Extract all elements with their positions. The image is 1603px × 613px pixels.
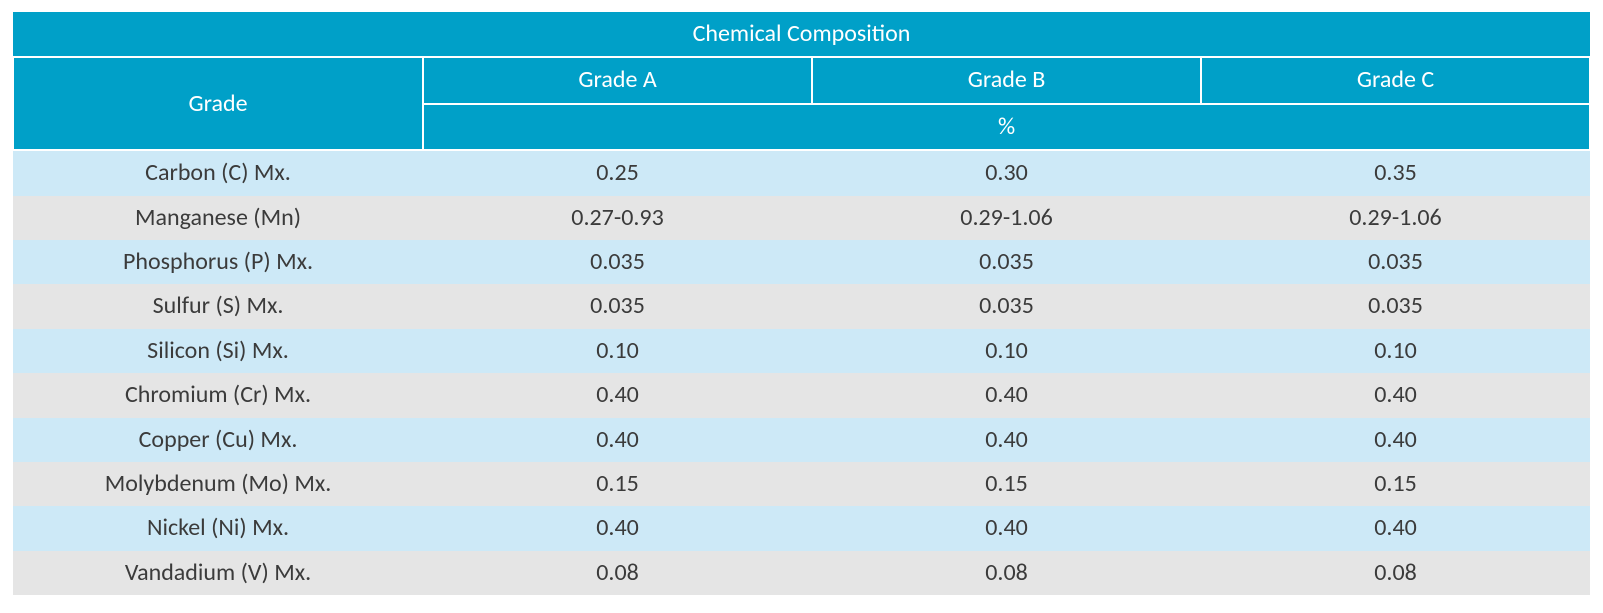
table-row: Chromium (Cr) Mx. 0.40 0.40 0.40 — [13, 373, 1590, 417]
value-cell: 0.10 — [423, 329, 812, 373]
chemical-composition-table: Chemical Composition Grade Grade A Grade… — [12, 12, 1591, 595]
value-cell: 0.08 — [812, 551, 1201, 595]
value-cell: 0.25 — [423, 150, 812, 195]
element-cell: Nickel (Ni) Mx. — [13, 506, 423, 550]
element-cell: Chromium (Cr) Mx. — [13, 373, 423, 417]
value-cell: 0.40 — [812, 418, 1201, 462]
value-cell: 0.15 — [423, 462, 812, 506]
value-cell: 0.40 — [812, 506, 1201, 550]
col-header-grade-b: Grade B — [812, 57, 1201, 103]
value-cell: 0.035 — [1201, 240, 1590, 284]
value-cell: 0.035 — [1201, 284, 1590, 328]
value-cell: 0.035 — [812, 284, 1201, 328]
element-cell: Phosphorus (P) Mx. — [13, 240, 423, 284]
value-cell: 0.08 — [423, 551, 812, 595]
value-cell: 0.10 — [812, 329, 1201, 373]
element-cell: Copper (Cu) Mx. — [13, 418, 423, 462]
row-header-label: Grade — [13, 57, 423, 150]
col-header-grade-a: Grade A — [423, 57, 812, 103]
value-cell: 0.29-1.06 — [812, 196, 1201, 240]
col-header-grade-c: Grade C — [1201, 57, 1590, 103]
value-cell: 0.035 — [812, 240, 1201, 284]
value-cell: 0.15 — [812, 462, 1201, 506]
value-cell: 0.08 — [1201, 551, 1590, 595]
table-row: Phosphorus (P) Mx. 0.035 0.035 0.035 — [13, 240, 1590, 284]
value-cell: 0.40 — [1201, 506, 1590, 550]
value-cell: 0.40 — [423, 373, 812, 417]
value-cell: 0.29-1.06 — [1201, 196, 1590, 240]
value-cell: 0.40 — [812, 373, 1201, 417]
value-cell: 0.035 — [423, 240, 812, 284]
value-cell: 0.15 — [1201, 462, 1590, 506]
table-row: Molybdenum (Mo) Mx. 0.15 0.15 0.15 — [13, 462, 1590, 506]
table-row: Copper (Cu) Mx. 0.40 0.40 0.40 — [13, 418, 1590, 462]
unit-label: % — [423, 104, 1590, 150]
value-cell: 0.27-0.93 — [423, 196, 812, 240]
table-title: Chemical Composition — [13, 12, 1590, 57]
value-cell: 0.40 — [1201, 418, 1590, 462]
element-cell: Sulfur (S) Mx. — [13, 284, 423, 328]
element-cell: Carbon (C) Mx. — [13, 150, 423, 195]
value-cell: 0.40 — [1201, 373, 1590, 417]
table-row: Carbon (C) Mx. 0.25 0.30 0.35 — [13, 150, 1590, 195]
element-cell: Manganese (Mn) — [13, 196, 423, 240]
value-cell: 0.035 — [423, 284, 812, 328]
table-row: Manganese (Mn) 0.27-0.93 0.29-1.06 0.29-… — [13, 196, 1590, 240]
table-row: Nickel (Ni) Mx. 0.40 0.40 0.40 — [13, 506, 1590, 550]
element-cell: Silicon (Si) Mx. — [13, 329, 423, 373]
value-cell: 0.30 — [812, 150, 1201, 195]
table-row: Silicon (Si) Mx. 0.10 0.10 0.10 — [13, 329, 1590, 373]
element-cell: Molybdenum (Mo) Mx. — [13, 462, 423, 506]
value-cell: 0.40 — [423, 506, 812, 550]
table-row: Vandadium (V) Mx. 0.08 0.08 0.08 — [13, 551, 1590, 595]
element-cell: Vandadium (V) Mx. — [13, 551, 423, 595]
table-row: Sulfur (S) Mx. 0.035 0.035 0.035 — [13, 284, 1590, 328]
value-cell: 0.35 — [1201, 150, 1590, 195]
value-cell: 0.10 — [1201, 329, 1590, 373]
value-cell: 0.40 — [423, 418, 812, 462]
